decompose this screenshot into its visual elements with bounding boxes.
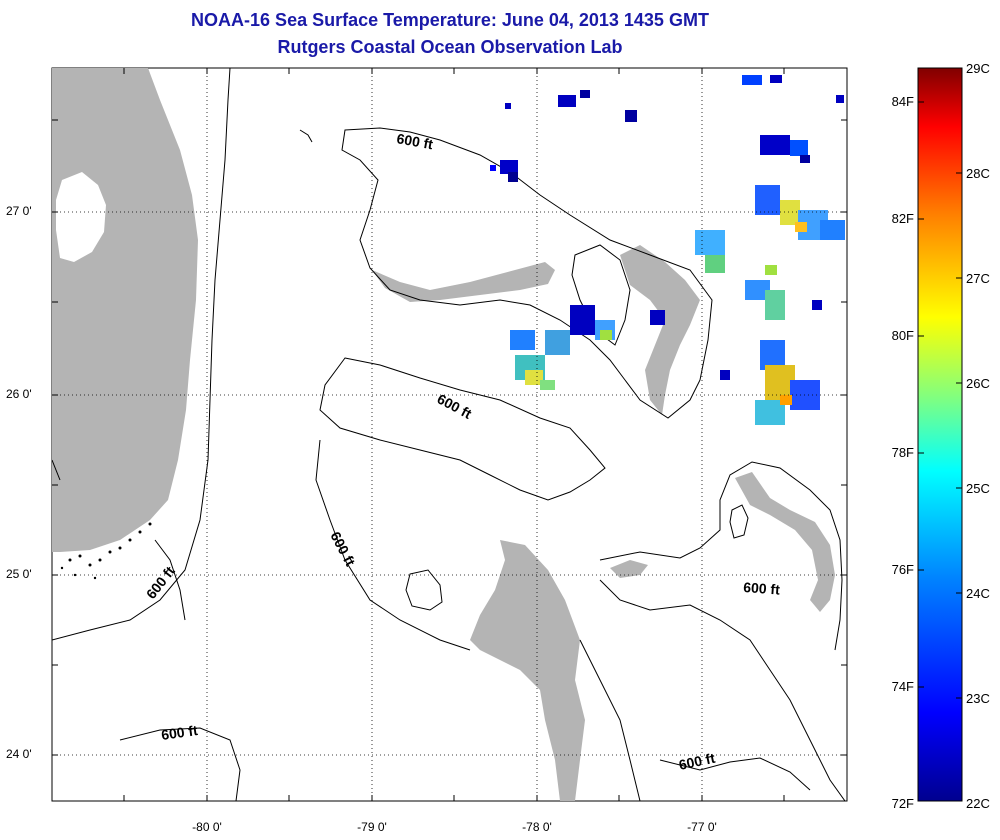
colorbar-f-label: 84F	[891, 94, 914, 109]
land-andros	[470, 540, 585, 801]
axis-ticks	[52, 68, 847, 801]
lon-tick-label: -79 0'	[357, 820, 387, 834]
colorbar-f-label: 74F	[891, 679, 914, 694]
depth-contours	[52, 68, 846, 801]
colorbar-ticks	[918, 101, 962, 699]
land-eleuthera	[735, 472, 835, 612]
chart-subtitle: Rutgers Coastal Ocean Observation Lab	[277, 37, 623, 57]
lon-tick-label: -80 0'	[192, 820, 222, 834]
lat-tick-label: 24 0'	[6, 747, 32, 761]
florida-keys	[60, 522, 152, 580]
contour-label: 600 ft	[395, 130, 434, 152]
colorbar-f-label: 82F	[891, 211, 914, 226]
land-grand-bahama	[372, 262, 555, 302]
sst-data-patches	[490, 75, 845, 425]
colorbar-f-label: 80F	[891, 328, 914, 343]
contour-label: 600 ft	[160, 722, 199, 743]
colorbar-c-label: 24C	[966, 586, 990, 601]
lon-tick-label: -78 0'	[522, 820, 552, 834]
colorbar-c-label: 27C	[966, 271, 990, 286]
land-new-providence	[610, 560, 648, 578]
lat-tick-label: 27 0'	[6, 204, 32, 218]
lat-tick-label: 26 0'	[6, 387, 32, 401]
land-abaco	[620, 245, 700, 415]
contour-label: 600 ft	[677, 750, 716, 773]
colorbar	[917, 67, 963, 802]
lake-okeechobee	[56, 172, 106, 262]
lat-tick-label: 25 0'	[6, 567, 32, 581]
colorbar-c-label: 29C	[966, 61, 990, 76]
colorbar-c-label: 28C	[966, 166, 990, 181]
colorbar-c-label: 25C	[966, 481, 990, 496]
lon-tick-label: -77 0'	[687, 820, 717, 834]
chart-title: NOAA-16 Sea Surface Temperature: June 04…	[191, 10, 709, 30]
colorbar-c-label: 23C	[966, 691, 990, 706]
contour-label: 600 ft	[743, 579, 781, 598]
colorbar-c-label: 26C	[966, 376, 990, 391]
lat-lon-grid	[52, 68, 847, 801]
colorbar-f-label: 76F	[891, 562, 914, 577]
colorbar-f-label: 78F	[891, 445, 914, 460]
colorbar-f-label: 72F	[891, 796, 914, 811]
colorbar-c-label: 22C	[966, 796, 990, 811]
